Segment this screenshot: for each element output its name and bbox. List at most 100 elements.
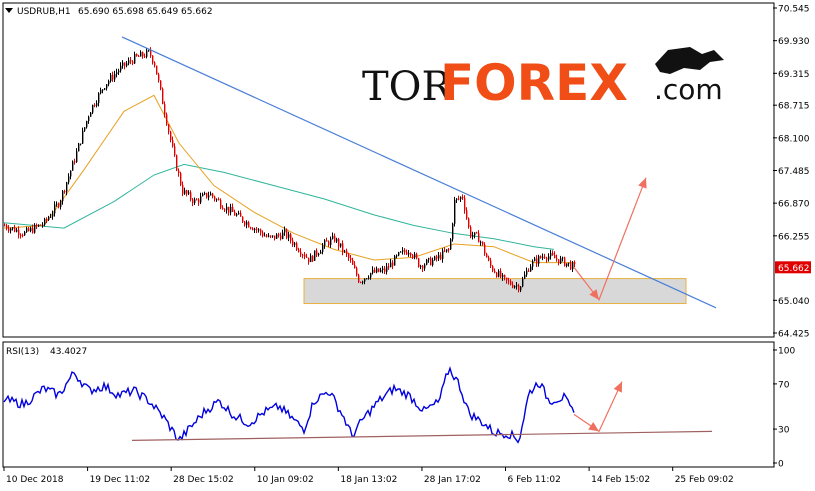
candle-body xyxy=(568,262,570,264)
candle-body xyxy=(530,266,532,272)
candle-body xyxy=(98,93,100,104)
candle-body xyxy=(108,81,110,85)
candle-body xyxy=(418,258,420,267)
candle-body xyxy=(92,104,94,113)
candle-body xyxy=(192,199,194,203)
candle-body xyxy=(220,200,222,208)
candle-body xyxy=(128,60,130,64)
candle-body xyxy=(218,199,220,201)
candle-body xyxy=(324,240,326,246)
candle-body xyxy=(284,229,286,233)
candle-body xyxy=(56,203,58,205)
candle-body xyxy=(236,214,238,216)
candle-body xyxy=(572,262,574,270)
candle-body xyxy=(380,270,382,272)
candle-body xyxy=(32,227,34,233)
candle-body xyxy=(366,278,368,280)
candle-body xyxy=(312,255,314,261)
candle-body xyxy=(320,251,322,254)
candle-body xyxy=(178,170,180,174)
logo-com-text: .com xyxy=(654,73,723,106)
candle-body xyxy=(124,62,126,66)
candle-body xyxy=(94,104,96,106)
candle-body xyxy=(170,131,172,141)
current-price-tag xyxy=(775,261,811,274)
torforex-logo: TOR FOREX .com xyxy=(362,47,724,112)
candle-body xyxy=(140,52,142,57)
candle-body xyxy=(164,104,166,115)
candle-body xyxy=(498,270,500,277)
logo-forex-text: FOREX xyxy=(440,54,628,112)
time-axis-label: 28 Dec 15:02 xyxy=(173,475,234,485)
candle-body xyxy=(278,234,280,236)
candle-body xyxy=(322,245,324,252)
candle-body xyxy=(334,235,336,242)
candle-body xyxy=(344,250,346,252)
candle-body xyxy=(544,256,546,258)
price-layer xyxy=(3,36,717,309)
candle-body xyxy=(292,240,294,245)
candle-body xyxy=(484,244,486,254)
candle-body xyxy=(160,80,162,89)
candle-body xyxy=(342,243,344,252)
candle-body xyxy=(542,256,544,258)
candle-body xyxy=(522,278,524,287)
candle-body xyxy=(44,218,46,225)
candle-body xyxy=(490,260,492,266)
candle-body xyxy=(106,84,108,89)
candle-body xyxy=(500,270,502,278)
candle-body xyxy=(168,124,170,132)
candle-body xyxy=(190,192,192,200)
candle-body xyxy=(540,256,542,258)
candle-body xyxy=(306,256,308,258)
candle-body xyxy=(166,114,168,125)
candle-body xyxy=(382,268,384,271)
rsi-title: RSI(13) xyxy=(6,347,39,357)
candle-body xyxy=(346,250,348,255)
candle-body xyxy=(222,207,224,210)
candle-body xyxy=(528,270,530,272)
candle-body xyxy=(254,228,256,230)
candle-body xyxy=(538,256,540,264)
candle-body xyxy=(76,151,78,163)
candle-body xyxy=(534,258,536,262)
price-axis-label: 69.315 xyxy=(778,70,810,80)
header-dropdown-icon[interactable] xyxy=(5,8,13,13)
candle-body xyxy=(288,234,290,238)
candle-body xyxy=(374,269,376,273)
candle-body xyxy=(444,250,446,252)
candle-body xyxy=(548,256,550,260)
candle-body xyxy=(370,272,372,278)
candle-body xyxy=(470,227,472,237)
candle-body xyxy=(84,127,86,131)
candle-body xyxy=(246,222,248,225)
candle-body xyxy=(276,234,278,239)
candle-body xyxy=(494,270,496,273)
candle-body xyxy=(30,227,32,231)
candle-body xyxy=(524,274,526,279)
candle-body xyxy=(300,251,302,255)
moving-average-fast-line xyxy=(3,94,574,264)
candle-body xyxy=(436,256,438,259)
current-price-label: 65.662 xyxy=(778,264,810,274)
candle-body xyxy=(204,192,206,195)
candle-body xyxy=(114,74,116,80)
rsi-support-trendline xyxy=(131,430,713,441)
candle-body xyxy=(352,259,354,265)
candle-body xyxy=(340,243,342,247)
candle-body xyxy=(574,262,576,264)
candle-body xyxy=(256,228,258,230)
candle-body xyxy=(392,262,394,266)
candle-body xyxy=(112,74,114,80)
candle-body xyxy=(48,217,50,221)
candle-body xyxy=(424,264,426,269)
price-axis-label: 69.930 xyxy=(778,37,810,47)
candle-body xyxy=(506,277,508,281)
candle-body xyxy=(212,193,214,197)
candle-body xyxy=(318,253,320,255)
candle-body xyxy=(420,265,422,267)
candle-body xyxy=(230,206,232,213)
